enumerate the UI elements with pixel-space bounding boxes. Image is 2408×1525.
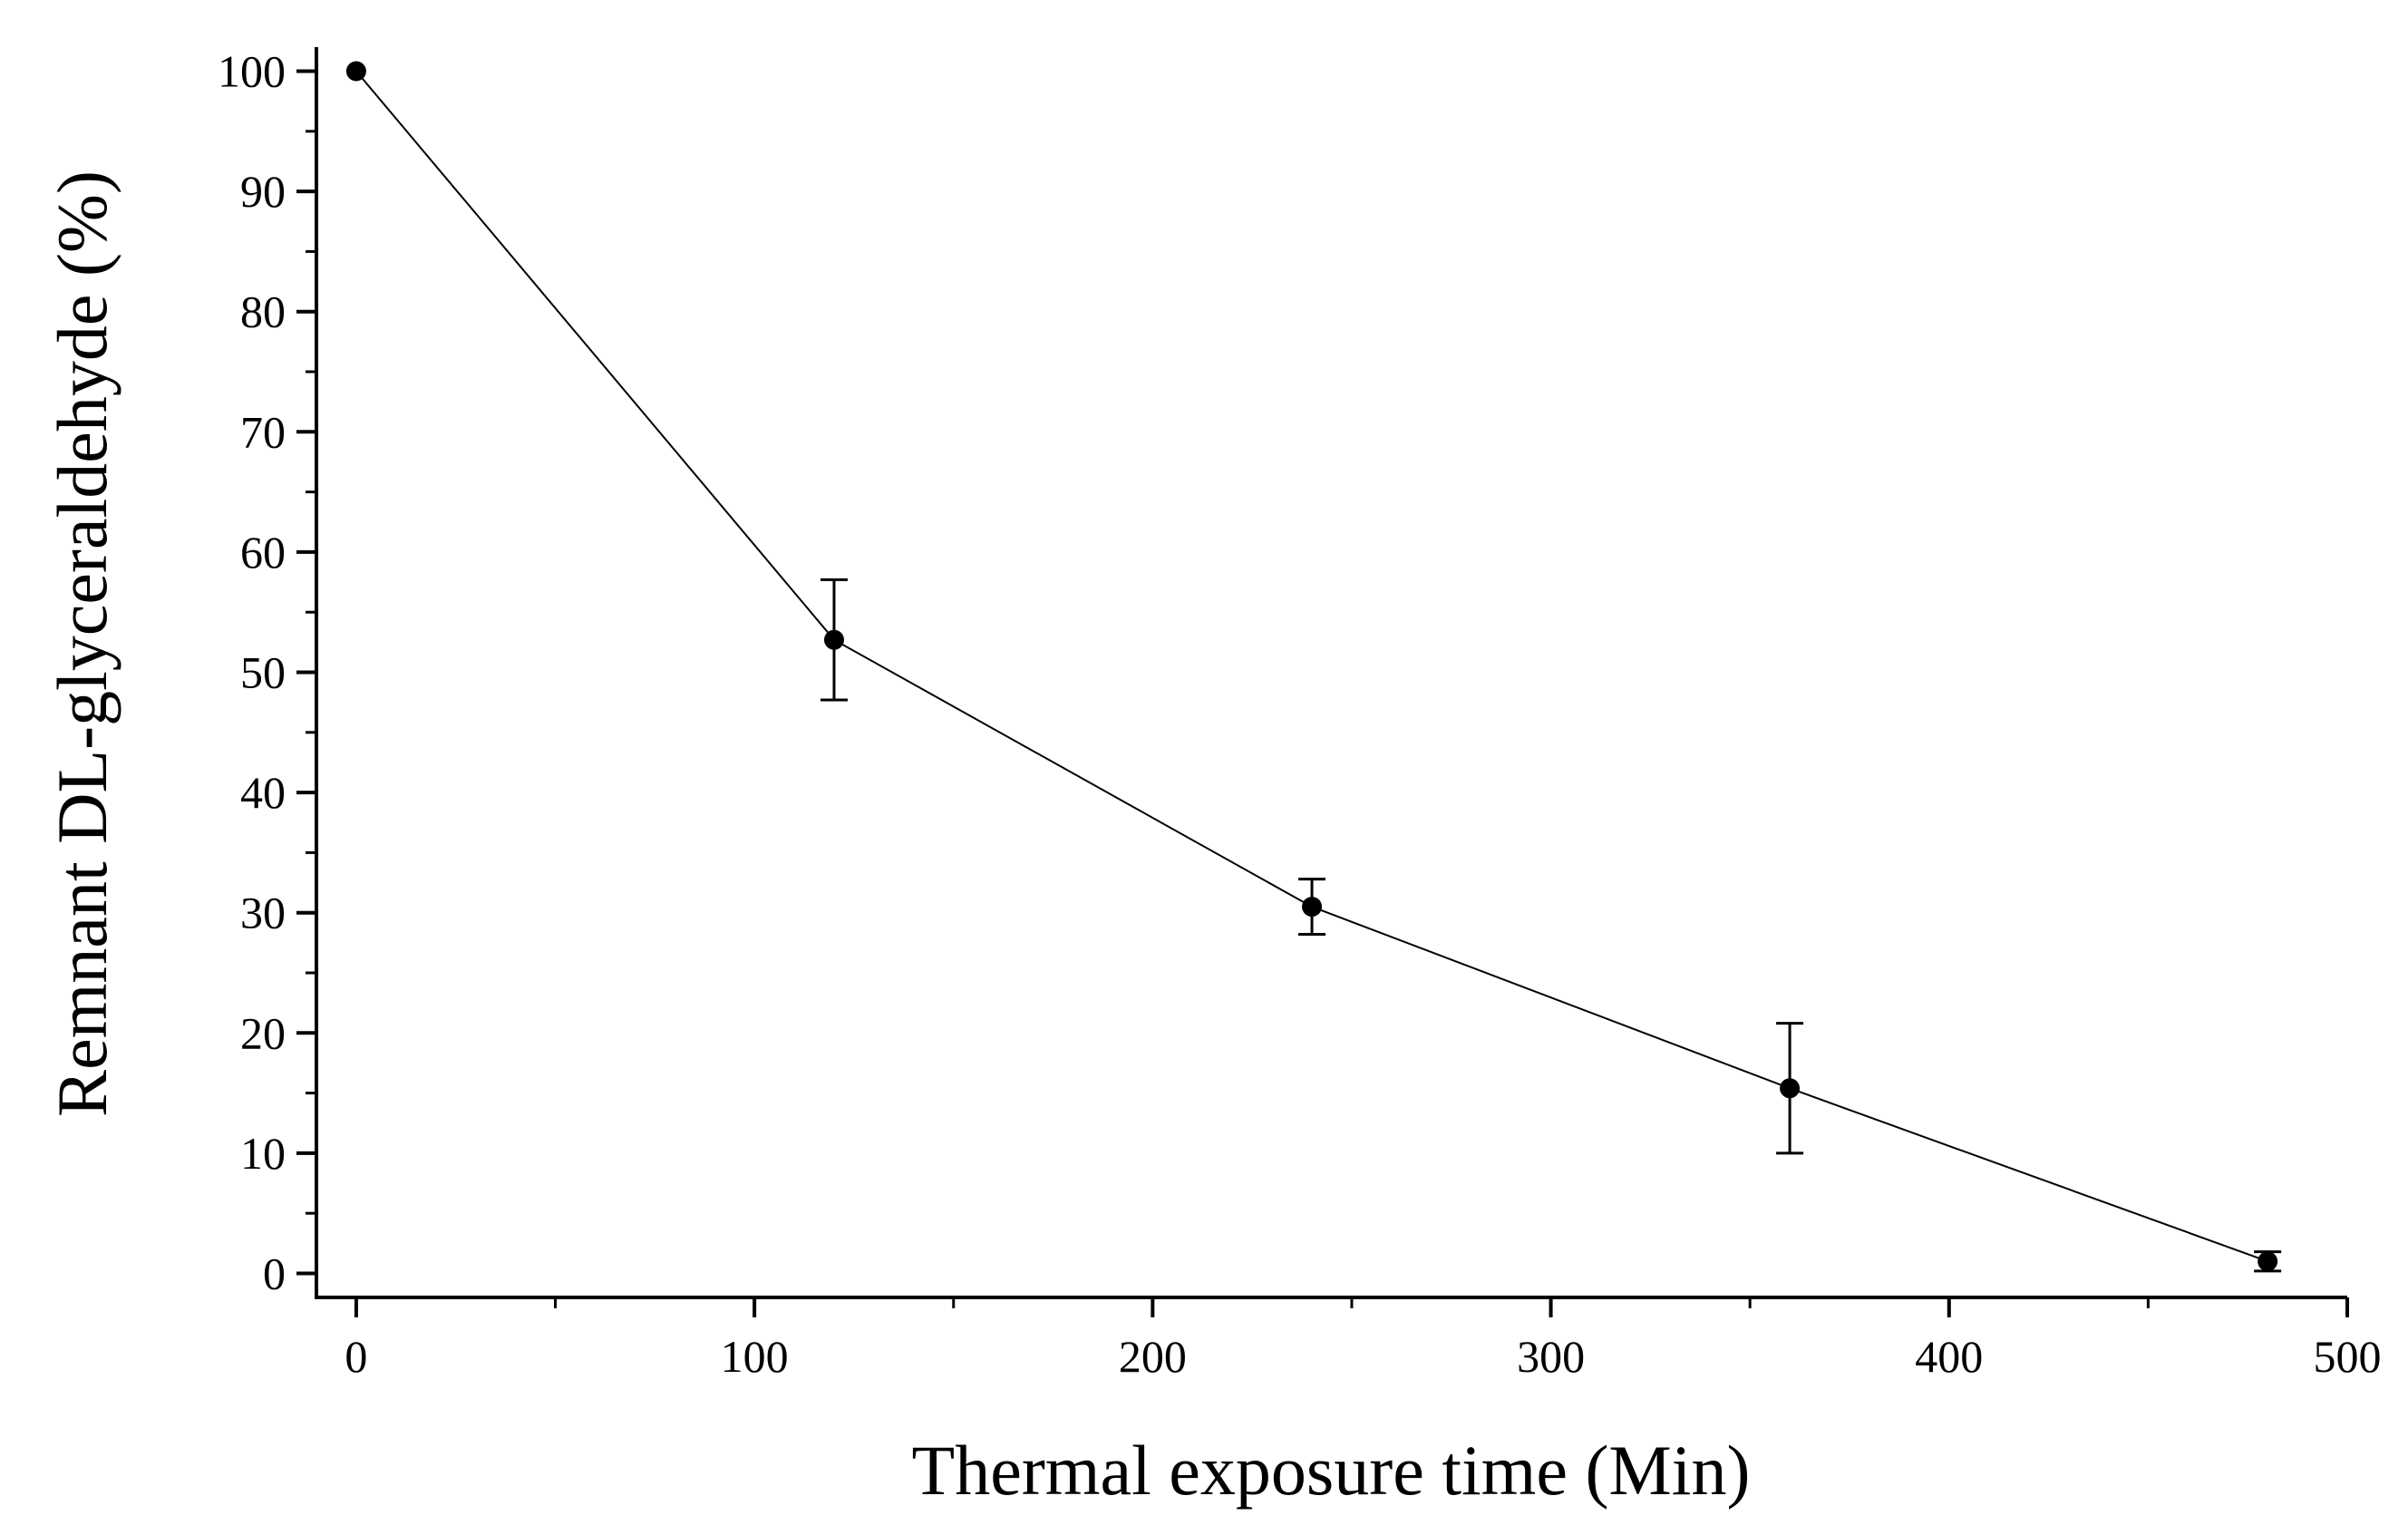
data-point-0 — [345, 61, 366, 82]
x-tick-label-400: 400 — [1915, 1331, 1983, 1382]
x-tick-label-500: 500 — [2314, 1331, 2382, 1382]
x-tick-label-0: 0 — [345, 1331, 367, 1382]
ticks: 0 10 20 30 40 50 60 70 80 90 100 0 100 200 300 400 500 — [218, 46, 2382, 1382]
y-tick-label-10: 10 — [240, 1128, 286, 1179]
data-point-2 — [1302, 897, 1323, 918]
y-tick-label-20: 20 — [240, 1007, 286, 1058]
y-tick-label-80: 80 — [240, 287, 286, 337]
series-line-0 — [355, 70, 2268, 1263]
x-tick-label-300: 300 — [1517, 1331, 1585, 1382]
x-tick-label-200: 200 — [1119, 1331, 1187, 1382]
x-tick-label-100: 100 — [721, 1331, 789, 1382]
y-tick-label-30: 30 — [240, 888, 286, 938]
y-tick-label-40: 40 — [240, 767, 286, 818]
y-tick-label-0: 0 — [263, 1248, 286, 1298]
y-tick-label-100: 100 — [218, 46, 286, 97]
data-point-1 — [823, 629, 844, 650]
y-axis-title: Remnant DL-glyceraldehyde (%) — [43, 170, 121, 1117]
axes — [315, 47, 2347, 1299]
series — [345, 61, 2282, 1273]
y-tick-label-90: 90 — [240, 166, 286, 217]
y-tick-label-70: 70 — [240, 406, 286, 457]
data-point-4 — [2258, 1251, 2278, 1272]
y-tick-label-60: 60 — [240, 527, 286, 578]
y-tick-label-50: 50 — [240, 647, 286, 698]
data-point-3 — [1780, 1078, 1801, 1099]
x-axis-title: Thermal exposure time (Min) — [912, 1431, 1751, 1510]
